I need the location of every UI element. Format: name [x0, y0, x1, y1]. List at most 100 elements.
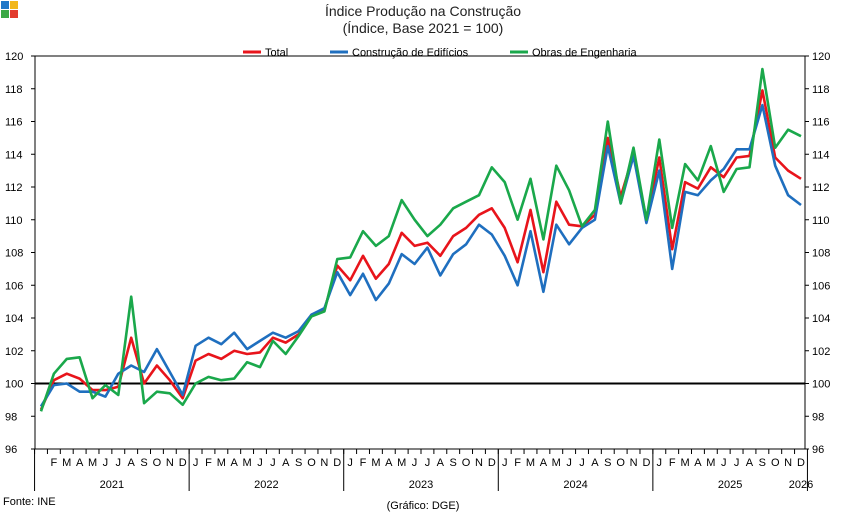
x-month-label: O [616, 457, 625, 469]
x-month-label: M [526, 457, 535, 469]
y-tick-label-right: 100 [812, 379, 830, 391]
y-tick-label-right: 110 [812, 215, 830, 227]
x-month-label: A [746, 457, 754, 469]
x-month-label: M [62, 457, 71, 469]
y-tick-label-right: 106 [812, 280, 830, 292]
x-month-label: J [193, 457, 199, 469]
legend-label: Total [265, 47, 288, 59]
y-tick-label-right: 114 [812, 149, 830, 161]
logo-square-red [10, 10, 18, 18]
source-note: Fonte: INE [3, 496, 56, 508]
y-tick-label-left: 104 [5, 313, 23, 325]
x-year-label: 2025 [718, 479, 742, 491]
series-line-total [39, 89, 802, 411]
y-tick-label-left: 120 [5, 51, 23, 63]
x-month-label: F [514, 457, 521, 469]
x-month-label: A [231, 457, 239, 469]
x-month-label: A [694, 457, 702, 469]
x-month-label: J [721, 457, 727, 469]
x-month-label: S [604, 457, 611, 469]
logo-square-green [1, 10, 9, 18]
chart-subtitle: (Índice, Base 2021 = 100) [342, 20, 504, 36]
y-tick-label-left: 100 [5, 379, 23, 391]
x-month-label: J [347, 457, 353, 469]
x-month-label: M [371, 457, 380, 469]
x-month-label: O [153, 457, 162, 469]
x-month-label: S [759, 457, 766, 469]
x-month-label: M [397, 457, 406, 469]
y-tick-label-right: 108 [812, 248, 830, 260]
y-tick-label-right: 96 [812, 444, 824, 456]
x-month-label: O [771, 457, 780, 469]
x-month-label: J [734, 457, 740, 469]
x-month-label: J [116, 457, 122, 469]
x-month-label: J [103, 457, 109, 469]
x-month-label: J [257, 457, 263, 469]
x-month-label: A [591, 457, 599, 469]
x-month-label: J [566, 457, 572, 469]
x-month-label: A [282, 457, 290, 469]
x-month-label: J [412, 457, 418, 469]
x-month-label: F [205, 457, 212, 469]
x-month-label: M [243, 457, 252, 469]
x-month-label: F [360, 457, 367, 469]
x-month-label: F [51, 457, 58, 469]
x-month-label: A [437, 457, 445, 469]
legend-label: Construção de Edifícios [352, 47, 469, 59]
y-tick-label-right: 104 [812, 313, 830, 325]
logo-square-blue [1, 1, 9, 9]
x-month-label: S [450, 457, 457, 469]
x-month-label: J [657, 457, 663, 469]
ine-logo-icon [1, 1, 19, 19]
x-month-label: D [488, 457, 496, 469]
y-tick-label-left: 118 [5, 84, 23, 96]
x-year-label: 2023 [409, 479, 433, 491]
chart-title: Índice Produção na Construção [324, 3, 522, 19]
x-month-label: A [127, 457, 135, 469]
x-month-label: D [333, 457, 341, 469]
x-month-label: D [179, 457, 187, 469]
x-month-label: A [540, 457, 548, 469]
x-month-label: M [88, 457, 97, 469]
y-tick-label-left: 114 [5, 149, 23, 161]
x-month-label: A [385, 457, 393, 469]
x-year-label: 2026 [789, 479, 813, 491]
y-tick-label-right: 102 [812, 346, 830, 358]
x-month-label: J [270, 457, 276, 469]
x-year-label: 2021 [100, 479, 124, 491]
series-line-constru-o-de-edif-cios [39, 103, 802, 408]
x-month-label: N [630, 457, 638, 469]
x-month-label: M [552, 457, 561, 469]
y-tick-label-right: 120 [812, 51, 830, 63]
x-month-label: A [76, 457, 84, 469]
y-tick-label-left: 106 [5, 280, 23, 292]
x-month-label: J [425, 457, 431, 469]
y-tick-label-left: 96 [5, 444, 17, 456]
x-month-label: M [706, 457, 715, 469]
x-month-label: J [502, 457, 508, 469]
y-tick-label-right: 98 [812, 411, 824, 423]
logo-square-yellow [10, 1, 18, 9]
x-month-label: O [307, 457, 316, 469]
x-month-label: O [462, 457, 471, 469]
y-tick-label-right: 118 [812, 84, 830, 96]
y-tick-label-left: 108 [5, 248, 23, 260]
x-year-label: 2024 [563, 479, 587, 491]
x-month-label: N [784, 457, 792, 469]
x-month-label: F [669, 457, 676, 469]
x-month-label: N [320, 457, 328, 469]
y-tick-label-left: 116 [5, 117, 23, 129]
x-month-label: M [217, 457, 226, 469]
x-month-label: S [140, 457, 147, 469]
x-month-label: D [642, 457, 650, 469]
x-month-label: S [295, 457, 302, 469]
y-tick-label-left: 98 [5, 411, 17, 423]
x-year-label: 2022 [254, 479, 278, 491]
credit-note: (Gráfico: DGE) [386, 500, 460, 512]
x-month-label: D [797, 457, 805, 469]
y-tick-label-left: 112 [5, 182, 23, 194]
y-tick-label-left: 102 [5, 346, 23, 358]
y-tick-label-right: 116 [812, 117, 830, 129]
y-tick-label-right: 112 [812, 182, 830, 194]
